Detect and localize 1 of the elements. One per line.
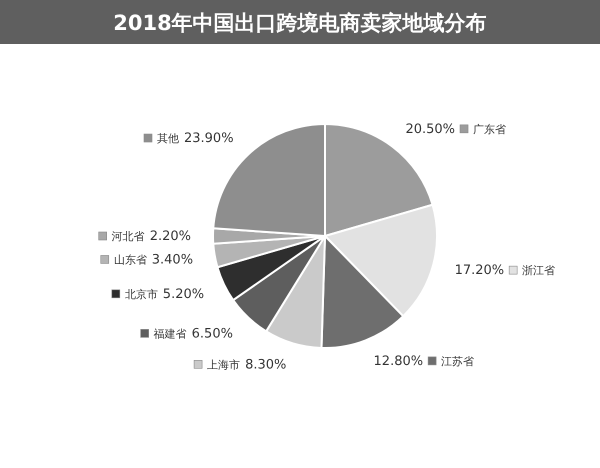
chart-title: 2018年中国出口跨境电商卖家地域分布: [113, 11, 487, 35]
